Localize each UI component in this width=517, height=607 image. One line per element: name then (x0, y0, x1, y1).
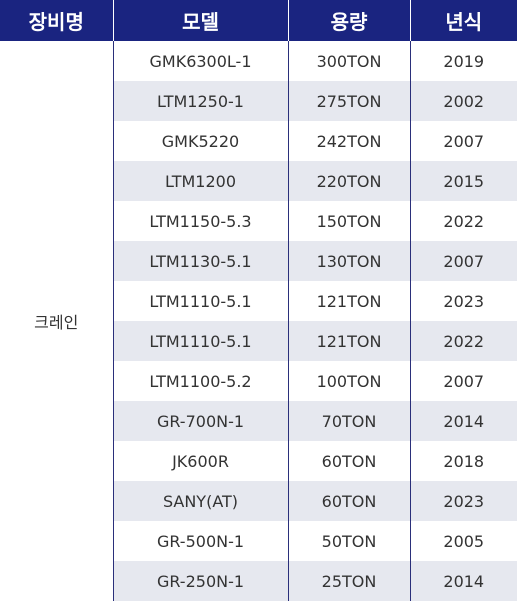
year-cell: 2007 (409, 121, 517, 161)
capacity-cell: 121TON (287, 281, 410, 321)
table-row: GR-500N-1 50TON 2005 (0, 521, 517, 561)
table-header-row: 장비명 모델 용량 년식 (0, 0, 517, 41)
capacity-cell: 150TON (287, 201, 410, 241)
table-row: LTM1110-5.1 121TON 2023 (0, 281, 517, 321)
equipment-category-cell: 크레인 (0, 41, 113, 601)
year-cell: 2023 (409, 281, 517, 321)
year-cell: 2019 (409, 41, 517, 81)
model-cell: JK600R (112, 441, 288, 481)
capacity-cell: 60TON (287, 481, 410, 521)
table-row: GMK5220 242TON 2007 (0, 121, 517, 161)
capacity-cell: 300TON (287, 41, 410, 81)
model-cell: LTM1130-5.1 (112, 241, 288, 281)
year-cell: 2007 (409, 241, 517, 281)
table-row: LTM1100-5.2 100TON 2007 (0, 361, 517, 401)
model-cell: GMK5220 (112, 121, 288, 161)
model-cell: LTM1100-5.2 (112, 361, 288, 401)
model-cell: SANY(AT) (112, 481, 288, 521)
year-cell: 2023 (409, 481, 517, 521)
header-capacity: 용량 (287, 0, 410, 41)
table-row: GR-250N-1 25TON 2014 (0, 561, 517, 601)
table-row: 크레인 GMK6300L-1 300TON 2019 (0, 41, 517, 601)
model-cell: GMK6300L-1 (112, 41, 288, 81)
year-cell: 2007 (409, 361, 517, 401)
model-cell: LTM1200 (112, 161, 288, 201)
table-row: JK600R 60TON 2018 (0, 441, 517, 481)
table-row: SANY(AT) 60TON 2023 (0, 481, 517, 521)
capacity-cell: 275TON (287, 81, 410, 121)
table-row: LTM1200 220TON 2015 (0, 161, 517, 201)
model-cell: LTM1150-5.3 (112, 201, 288, 241)
year-cell: 2002 (409, 81, 517, 121)
year-cell: 2014 (409, 401, 517, 441)
capacity-cell: 100TON (287, 361, 410, 401)
year-cell: 2014 (409, 561, 517, 601)
capacity-cell: 130TON (287, 241, 410, 281)
table-row: LTM1130-5.1 130TON 2007 (0, 241, 517, 281)
model-cell: GR-700N-1 (112, 401, 288, 441)
year-cell: 2022 (409, 201, 517, 241)
table-row: LTM1250-1 275TON 2002 (0, 81, 517, 121)
model-cell: GR-500N-1 (112, 521, 288, 561)
model-cell: LTM1110-5.1 (112, 321, 288, 361)
model-cell: LTM1250-1 (112, 81, 288, 121)
model-cell: LTM1110-5.1 (112, 281, 288, 321)
capacity-cell: 70TON (287, 401, 410, 441)
table-row: LTM1110-5.1 121TON 2022 (0, 321, 517, 361)
year-cell: 2018 (409, 441, 517, 481)
year-cell: 2022 (409, 321, 517, 361)
table-body: 크레인 GMK6300L-1 300TON 2019 LTM1250-1 275TON 20… (0, 41, 517, 601)
capacity-cell: 121TON (287, 321, 410, 361)
capacity-cell: 50TON (287, 521, 410, 561)
capacity-cell: 220TON (287, 161, 410, 201)
capacity-cell: 60TON (287, 441, 410, 481)
model-cell: GR-250N-1 (112, 561, 288, 601)
table-row: GR-700N-1 70TON 2014 (0, 401, 517, 441)
header-equipment-name: 장비명 (0, 0, 113, 41)
table-row: LTM1150-5.3 150TON 2022 (0, 201, 517, 241)
capacity-cell: 242TON (287, 121, 410, 161)
year-cell: 2005 (409, 521, 517, 561)
year-cell: 2015 (409, 161, 517, 201)
header-model: 모델 (112, 0, 288, 41)
header-year: 년식 (409, 0, 517, 41)
capacity-cell: 25TON (287, 561, 410, 601)
